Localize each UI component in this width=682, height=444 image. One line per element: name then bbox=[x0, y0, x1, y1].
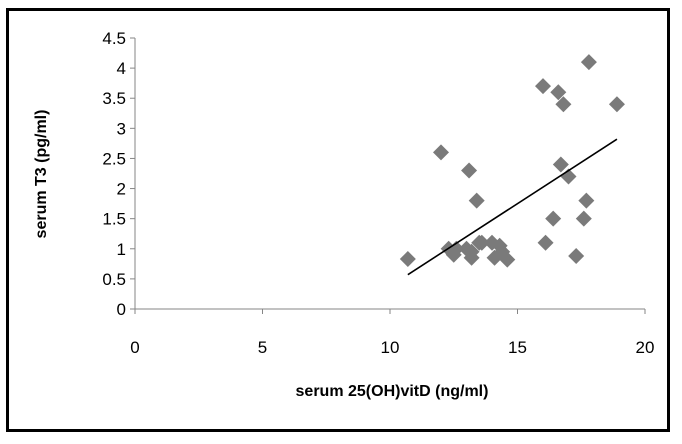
data-point bbox=[448, 240, 465, 257]
y-tick-label: 0 bbox=[117, 300, 126, 319]
y-axis-title: serum T3 (pg/ml) bbox=[33, 110, 50, 239]
trendline bbox=[407, 138, 618, 276]
x-tick-label: 20 bbox=[636, 338, 655, 357]
x-tick-label: 15 bbox=[508, 338, 527, 357]
data-point bbox=[555, 96, 572, 113]
data-point bbox=[552, 156, 569, 173]
y-tick-label: 0.5 bbox=[102, 270, 126, 289]
tick-labels: 0 0.5 1 1.5 2 2.5 3 3.5 4 4.5 0 5 10 15 20 bbox=[102, 29, 654, 357]
data-point bbox=[468, 192, 485, 209]
data-point bbox=[575, 210, 592, 227]
data-points bbox=[399, 54, 625, 268]
y-tick-label: 1.5 bbox=[102, 210, 126, 229]
axes bbox=[130, 37, 646, 314]
y-tick-label: 3.5 bbox=[102, 89, 126, 108]
data-point bbox=[433, 144, 449, 161]
trendline-group bbox=[407, 138, 618, 276]
data-point bbox=[535, 78, 551, 95]
x-tick-label: 5 bbox=[258, 338, 267, 357]
y-tick-label: 4 bbox=[117, 59, 126, 78]
data-point bbox=[608, 96, 625, 113]
data-point bbox=[568, 248, 585, 265]
data-point bbox=[537, 234, 554, 251]
data-point bbox=[461, 162, 478, 179]
data-point bbox=[545, 210, 562, 227]
data-point bbox=[463, 243, 480, 260]
y-tick-label: 2 bbox=[117, 180, 126, 199]
x-axis-title: serum 25(OH)vitD (ng/ml) bbox=[296, 383, 489, 400]
y-tick-label: 2.5 bbox=[102, 149, 126, 168]
data-point bbox=[578, 192, 595, 209]
x-tick-label: 0 bbox=[130, 338, 139, 357]
data-point bbox=[499, 251, 516, 268]
data-point bbox=[580, 54, 597, 71]
data-point bbox=[550, 84, 567, 101]
data-point bbox=[473, 234, 490, 251]
y-tick-label: 1 bbox=[117, 240, 126, 259]
data-point bbox=[399, 251, 416, 268]
y-tick-label: 4.5 bbox=[102, 29, 126, 48]
y-tick-label: 3 bbox=[117, 119, 126, 138]
x-tick-label: 10 bbox=[381, 338, 400, 357]
